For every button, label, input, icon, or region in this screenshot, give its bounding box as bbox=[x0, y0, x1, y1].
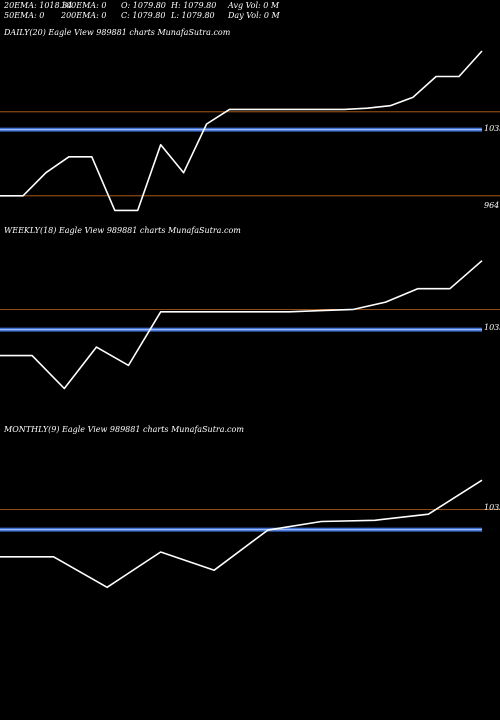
monthly-price-line bbox=[0, 479, 483, 589]
header-stat-low: L: 1079.80 bbox=[170, 11, 215, 20]
weekly-chart-panel: WEEKLY(18) Eagle View 989881 charts Muna… bbox=[0, 226, 500, 390]
monthly-level-label: 1033 bbox=[484, 503, 500, 512]
header-stat-100ema: 100EMA: 0 bbox=[61, 1, 106, 10]
header-stat-50ema: 50EMA: 0 bbox=[4, 11, 44, 20]
daily-chart-title: DAILY(20) Eagle View 989881 charts Munaf… bbox=[3, 28, 231, 37]
header-stat-day-vol: Day Vol: 0 M bbox=[227, 11, 281, 20]
header-stat-avg-vol: Avg Vol: 0 M bbox=[227, 1, 280, 10]
weekly-price-line bbox=[0, 260, 483, 390]
header-stat-high: H: 1079.80 bbox=[170, 1, 216, 10]
daily-level-label-lower: 964 bbox=[484, 201, 499, 210]
monthly-chart-panel: MONTHLY(9) Eagle View 989881 charts Muna… bbox=[0, 425, 500, 589]
weekly-chart-title: WEEKLY(18) Eagle View 989881 charts Muna… bbox=[4, 226, 241, 235]
daily-chart-panel: DAILY(20) Eagle View 989881 charts Munaf… bbox=[0, 28, 500, 212]
daily-price-line bbox=[0, 50, 483, 212]
daily-level-label-upper: 1033 bbox=[484, 124, 500, 133]
weekly-level-label: 1033 bbox=[484, 323, 500, 332]
monthly-chart-title: MONTHLY(9) Eagle View 989881 charts Muna… bbox=[3, 425, 244, 434]
header-stat-200ema: 200EMA: 0 bbox=[60, 11, 106, 20]
header-stat-open: O: 1079.80 bbox=[121, 1, 166, 10]
header-stat-20ema: 20EMA: 1018.34 bbox=[3, 1, 72, 10]
header-stats: 20EMA: 1018.34 100EMA: 0 O: 1079.80 H: 1… bbox=[3, 1, 281, 20]
header-stat-close: C: 1079.80 bbox=[121, 11, 165, 20]
